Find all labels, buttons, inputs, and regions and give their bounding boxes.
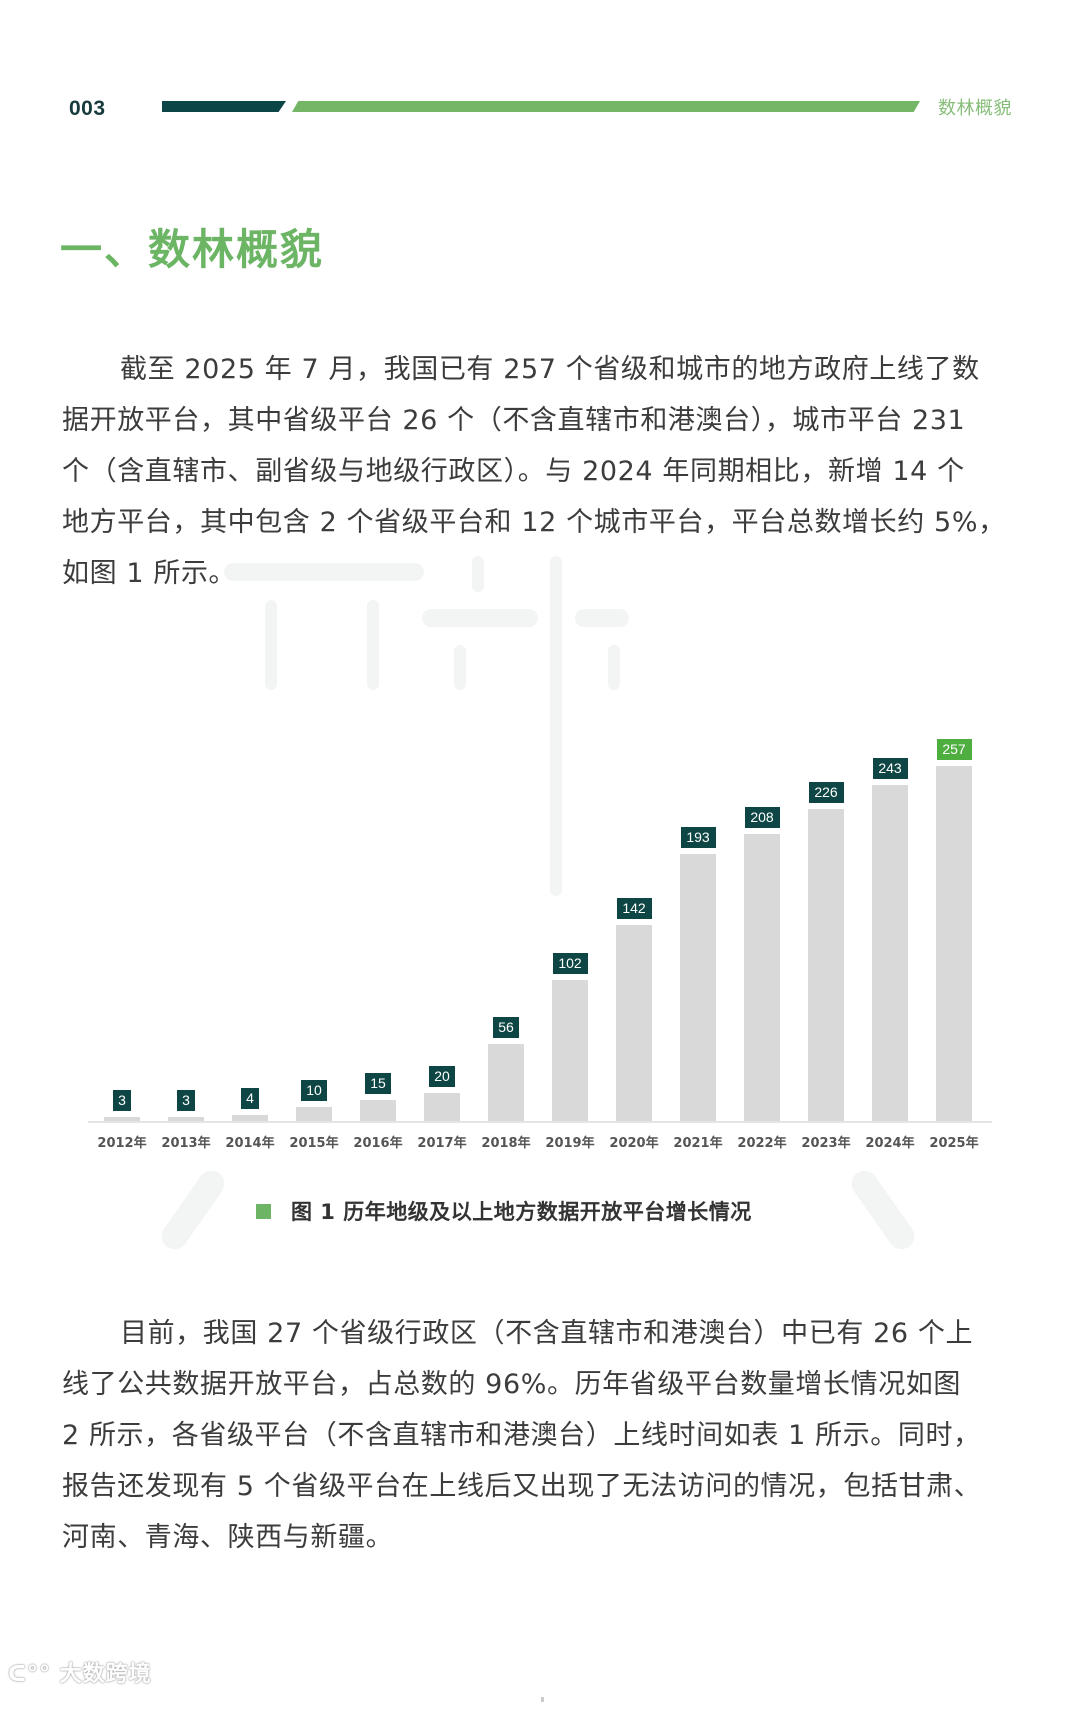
bar-chart-platform-growth: 3 2012年 3 2013年 4 2014年 10 2015年 15 2016年 20 2017年 5… bbox=[88, 688, 998, 1168]
watermark-stroke bbox=[156, 1165, 230, 1255]
chart-bar bbox=[488, 1044, 524, 1121]
bar-value-label: 3 bbox=[113, 1090, 131, 1111]
paragraph-line: 据开放平台，其中省级平台 26 个（不含直辖市和港澳台），城市平台 231 bbox=[62, 405, 966, 436]
paragraph-provincial: 目前，我国 27 个省级行政区（不含直辖市和港澳台）中已有 26 个上 线了公共… bbox=[62, 1308, 1022, 1563]
bar-value-label: 142 bbox=[616, 898, 652, 919]
page-number: 003 bbox=[69, 97, 106, 120]
bar-value-label: 15 bbox=[365, 1073, 391, 1094]
chart-bar bbox=[744, 834, 780, 1121]
header-green-bar bbox=[292, 101, 920, 112]
x-axis-line bbox=[88, 1121, 992, 1123]
chart-bar bbox=[680, 854, 716, 1121]
watermark-text: 大数跨境 bbox=[59, 1662, 152, 1687]
chart-bar bbox=[168, 1117, 204, 1121]
chart-bar bbox=[296, 1107, 332, 1121]
x-axis-tick-label: 2015年 bbox=[289, 1136, 339, 1151]
watermark-stroke bbox=[575, 609, 629, 627]
chart-bar bbox=[360, 1100, 396, 1121]
caption-square-icon bbox=[256, 1203, 271, 1219]
x-axis-tick-label: 2013年 bbox=[161, 1136, 211, 1151]
watermark-logo: ᑕ°° 大数跨境 bbox=[8, 1656, 152, 1688]
paragraph-line: 个（含直辖市、副省级与地级行政区）。与 2024 年同期相比，新增 14 个 bbox=[62, 456, 965, 487]
chart-bar bbox=[616, 925, 652, 1121]
figure-caption: 图 1 历年地级及以上地方数据开放平台增长情况 bbox=[256, 1196, 752, 1226]
bar-value-label: 208 bbox=[744, 807, 780, 828]
caption-text: 图 1 历年地级及以上地方数据开放平台增长情况 bbox=[291, 1200, 752, 1224]
x-axis-tick-label: 2024年 bbox=[865, 1136, 915, 1151]
x-axis-tick-label: 2025年 bbox=[929, 1136, 979, 1151]
paragraph-line: 地方平台，其中包含 2 个省级平台和 12 个城市平台，平台总数增长约 5%， bbox=[62, 507, 1006, 538]
paragraph-line: 截至 2025 年 7 月，我国已有 257 个省级和城市的地方政府上线了数 bbox=[120, 354, 980, 385]
bar-value-label: 257 bbox=[936, 739, 972, 760]
chart-bar bbox=[232, 1115, 268, 1121]
paragraph-intro: 截至 2025 年 7 月，我国已有 257 个省级和城市的地方政府上线了数 据… bbox=[62, 344, 1022, 599]
chart-bar bbox=[936, 766, 972, 1121]
watermark-stroke bbox=[224, 563, 424, 581]
paragraph-line: 目前，我国 27 个省级行政区（不含直辖市和港澳台）中已有 26 个上 bbox=[120, 1318, 974, 1349]
watermark-stroke bbox=[472, 556, 484, 592]
watermark-stroke bbox=[550, 556, 562, 896]
paragraph-line: 河南、青海、陕西与新疆。 bbox=[62, 1522, 394, 1553]
watermark-stroke bbox=[367, 600, 379, 690]
bar-value-label: 10 bbox=[301, 1080, 327, 1101]
page-marker-dot bbox=[541, 1697, 544, 1702]
watermark-stroke bbox=[846, 1165, 920, 1255]
x-axis-tick-label: 2019年 bbox=[545, 1136, 595, 1151]
bar-value-label: 243 bbox=[872, 758, 908, 779]
x-axis-tick-label: 2023年 bbox=[801, 1136, 851, 1151]
running-section-label: 数林概貌 bbox=[938, 98, 1012, 119]
bar-value-label: 193 bbox=[680, 827, 716, 848]
chart-bar bbox=[104, 1117, 140, 1121]
bar-value-label: 3 bbox=[177, 1090, 195, 1111]
x-axis-tick-label: 2022年 bbox=[737, 1136, 787, 1151]
x-axis-tick-label: 2014年 bbox=[225, 1136, 275, 1151]
chart-bar bbox=[552, 980, 588, 1121]
chart-bar bbox=[808, 809, 844, 1121]
chart-bar bbox=[872, 785, 908, 1121]
paragraph-line: 如图 1 所示。 bbox=[62, 558, 237, 589]
logo-glyph-icon: ᑕ°° bbox=[8, 1662, 51, 1687]
x-axis-tick-label: 2021年 bbox=[673, 1136, 723, 1151]
bar-value-label: 56 bbox=[493, 1017, 519, 1038]
section-title: 一、数林概貌 bbox=[60, 225, 325, 274]
paragraph-line: 2 所示，各省级平台（不含直辖市和港澳台）上线时间如表 1 所示。同时， bbox=[62, 1420, 981, 1451]
bar-value-label: 102 bbox=[552, 953, 588, 974]
header-dark-bar bbox=[162, 101, 286, 112]
bar-value-label: 20 bbox=[429, 1066, 455, 1087]
paragraph-line: 线了公共数据开放平台，占总数的 96%。历年省级平台数量增长情况如图 bbox=[62, 1369, 961, 1400]
x-axis-tick-label: 2018年 bbox=[481, 1136, 531, 1151]
watermark-stroke bbox=[422, 609, 538, 627]
x-axis-tick-label: 2017年 bbox=[417, 1136, 467, 1151]
bar-value-label: 226 bbox=[808, 782, 844, 803]
x-axis-tick-label: 2020年 bbox=[609, 1136, 659, 1151]
watermark-stroke bbox=[608, 645, 620, 690]
chart-bar bbox=[424, 1093, 460, 1121]
watermark-stroke bbox=[454, 645, 466, 690]
watermark-stroke bbox=[265, 600, 277, 690]
x-axis-tick-label: 2012年 bbox=[97, 1136, 147, 1151]
bar-value-label: 4 bbox=[241, 1088, 259, 1109]
paragraph-line: 报告还发现有 5 个省级平台在上线后又出现了无法访问的情况，包括甘肃、 bbox=[62, 1471, 982, 1502]
x-axis-tick-label: 2016年 bbox=[353, 1136, 403, 1151]
